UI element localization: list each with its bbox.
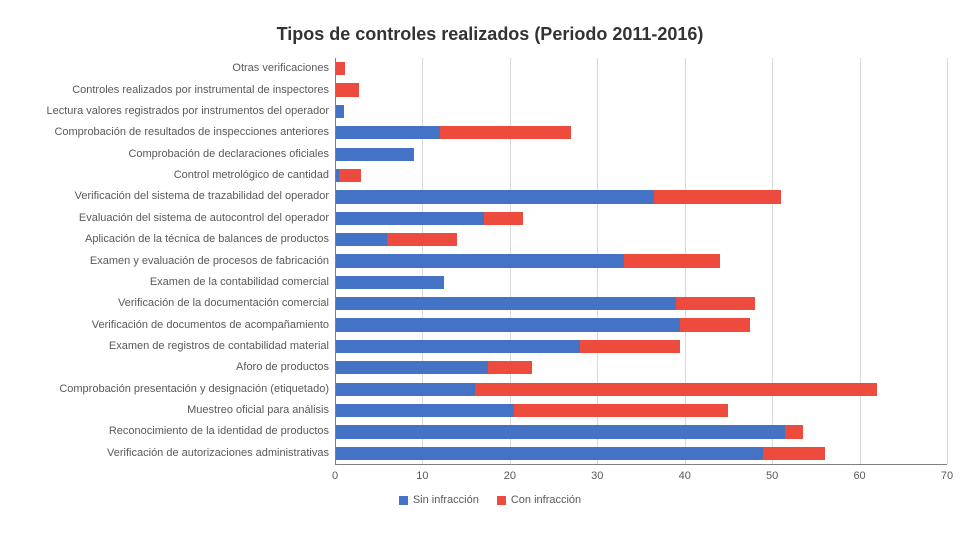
bar-seg-con-infraccion [484, 212, 523, 225]
x-tick-label: 10 [416, 470, 428, 482]
bar-seg-con-infraccion [475, 383, 877, 396]
y-tick-label: Verificación de autorizaciones administr… [4, 447, 329, 459]
bar-row [335, 62, 947, 75]
bar-seg-con-infraccion [676, 297, 755, 310]
legend-label: Con infracción [511, 494, 581, 506]
bar-seg-sin-infraccion [335, 233, 387, 246]
bar-seg-con-infraccion [335, 62, 345, 75]
bar-seg-con-infraccion [680, 318, 750, 331]
legend-item: Sin infracción [399, 494, 479, 506]
y-tick-label: Verificación del sistema de trazabilidad… [4, 190, 329, 202]
y-tick-label: Comprobación de declaraciones oficiales [4, 148, 329, 160]
bar-seg-con-infraccion [440, 126, 571, 139]
bar-row [335, 276, 947, 289]
x-tick-label: 40 [679, 470, 691, 482]
chart-title: Tipos de controles realizados (Periodo 2… [0, 24, 980, 45]
bar-row [335, 148, 947, 161]
bar-seg-con-infraccion [624, 254, 720, 267]
bar-seg-sin-infraccion [335, 212, 484, 225]
bar-row [335, 212, 947, 225]
chart-container: Tipos de controles realizados (Periodo 2… [0, 0, 980, 560]
y-tick-label: Comprobación presentación y designación … [4, 383, 329, 395]
y-axis-line [335, 58, 336, 464]
x-axis-line [335, 464, 947, 465]
x-tick-label: 20 [504, 470, 516, 482]
bar-seg-con-infraccion [654, 190, 781, 203]
y-tick-label: Verificación de la documentación comerci… [4, 297, 329, 309]
bar-seg-sin-infraccion [335, 105, 344, 118]
bar-seg-sin-infraccion [335, 276, 444, 289]
bar-seg-sin-infraccion [335, 404, 514, 417]
legend-label: Sin infracción [413, 494, 479, 506]
bar-seg-sin-infraccion [335, 254, 624, 267]
y-tick-label: Verificación de documentos de acompañami… [4, 319, 329, 331]
bar-seg-sin-infraccion [335, 126, 440, 139]
y-tick-label: Controles realizados por instrumental de… [4, 84, 329, 96]
plot-area [335, 58, 947, 464]
x-tick-label: 70 [941, 470, 953, 482]
bar-row [335, 126, 947, 139]
y-tick-label: Aplicación de la técnica de balances de … [4, 233, 329, 245]
x-tick-label: 30 [591, 470, 603, 482]
bar-row [335, 83, 947, 96]
y-tick-label: Examen de registros de contabilidad mate… [4, 340, 329, 352]
y-tick-label: Aforo de productos [4, 361, 329, 373]
y-tick-label: Otras verificaciones [4, 62, 329, 74]
bar-seg-con-infraccion [763, 447, 824, 460]
bar-seg-con-infraccion [580, 340, 681, 353]
bar-seg-sin-infraccion [335, 361, 488, 374]
bar-seg-con-infraccion [785, 425, 802, 438]
bar-seg-sin-infraccion [335, 383, 475, 396]
bar-row [335, 233, 947, 246]
bar-seg-sin-infraccion [335, 447, 763, 460]
legend-item: Con infracción [497, 494, 581, 506]
y-tick-label: Examen de la contabilidad comercial [4, 276, 329, 288]
bar-row [335, 361, 947, 374]
bar-seg-sin-infraccion [335, 340, 580, 353]
bar-seg-sin-infraccion [335, 318, 680, 331]
bar-row [335, 318, 947, 331]
bar-row [335, 297, 947, 310]
y-tick-label: Examen y evaluación de procesos de fabri… [4, 255, 329, 267]
y-tick-label: Reconocimiento de la identidad de produc… [4, 425, 329, 437]
legend-swatch [399, 496, 408, 505]
y-tick-label: Evaluación del sistema de autocontrol de… [4, 212, 329, 224]
bar-row [335, 425, 947, 438]
legend-swatch [497, 496, 506, 505]
bar-seg-con-infraccion [488, 361, 532, 374]
bar-row [335, 190, 947, 203]
y-tick-label: Lectura valores registrados por instrume… [4, 105, 329, 117]
bar-seg-con-infraccion [339, 169, 361, 182]
y-tick-label: Control metrológico de cantidad [4, 169, 329, 181]
bar-seg-sin-infraccion [335, 297, 676, 310]
bar-row [335, 340, 947, 353]
bar-row [335, 105, 947, 118]
x-tick-label: 0 [332, 470, 338, 482]
x-tick-label: 50 [766, 470, 778, 482]
legend: Sin infracción Con infracción [0, 494, 980, 506]
bar-seg-sin-infraccion [335, 425, 785, 438]
bar-seg-sin-infraccion [335, 148, 414, 161]
bar-seg-sin-infraccion [335, 190, 654, 203]
y-tick-label: Comprobación de resultados de inspeccion… [4, 126, 329, 138]
bar-row [335, 404, 947, 417]
bar-row [335, 254, 947, 267]
bar-row [335, 169, 947, 182]
bar-row [335, 383, 947, 396]
bar-seg-con-infraccion [514, 404, 728, 417]
y-tick-label: Muestreo oficial para análisis [4, 404, 329, 416]
bar-seg-con-infraccion [387, 233, 457, 246]
gridline [947, 58, 948, 464]
bar-row [335, 447, 947, 460]
bar-seg-con-infraccion [335, 83, 359, 96]
x-tick-label: 60 [853, 470, 865, 482]
